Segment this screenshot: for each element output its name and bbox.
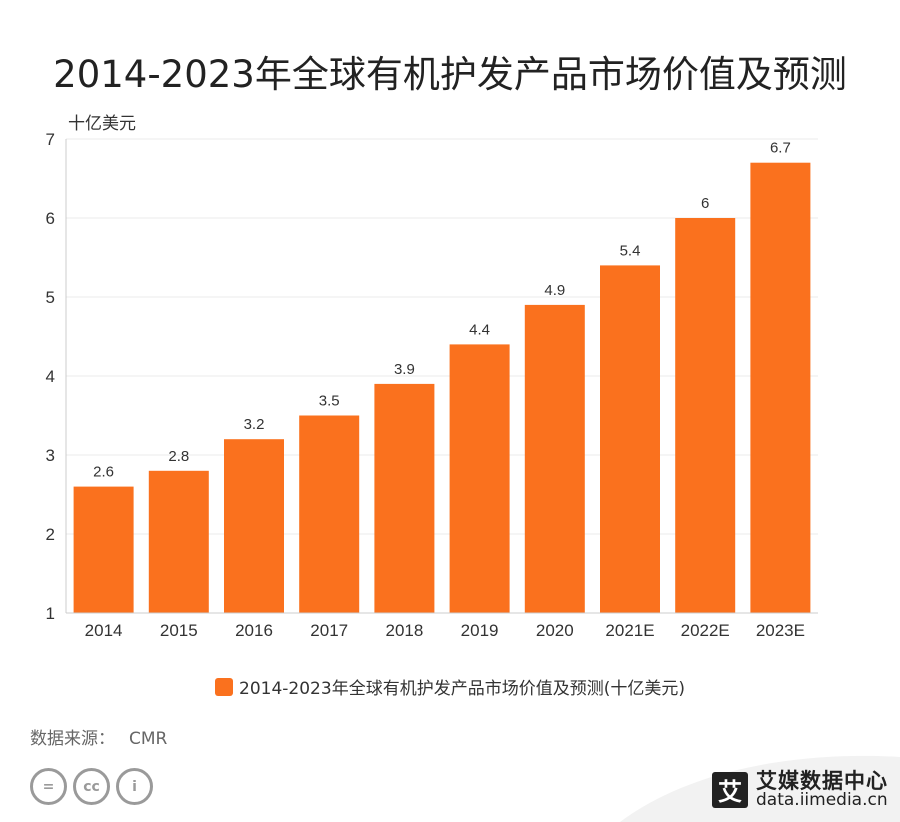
- legend-label: 2014-2023年全球有机护发产品市场价值及预测(十亿美元): [239, 679, 685, 699]
- y-tick-label: 2: [46, 525, 55, 544]
- footer-band-shape: [620, 755, 900, 822]
- bar: [73, 486, 134, 613]
- bar: [299, 415, 360, 613]
- x-tick-label: 2021E: [605, 621, 654, 640]
- x-tick-label: 2017: [310, 621, 348, 640]
- data-label: 3.2: [244, 416, 265, 433]
- bar: [374, 383, 435, 613]
- bar: [750, 162, 811, 613]
- data-label: 2.6: [93, 464, 114, 481]
- data-label: 6.7: [770, 140, 791, 157]
- data-label: 3.9: [394, 361, 415, 378]
- x-axis: 2014 2015 2016 2017 2018 2019 2020 2021E 2022E 20…: [66, 612, 818, 640]
- y-tick-label: 4: [46, 367, 55, 386]
- bar-chart: 2.6 2.8 3.2 3.5 3.9 4.4 4.9 5.4 6 6.7 1 2 3 4 5 6 7 201…: [46, 114, 818, 640]
- x-tick-label: 2022E: [681, 621, 730, 640]
- brand-url: data.iimedia.cn: [756, 790, 888, 811]
- data-label: 5.4: [620, 242, 641, 259]
- bar: [148, 470, 209, 613]
- brand-logo-icon: 艾: [712, 771, 748, 808]
- bars: [73, 162, 811, 613]
- y-tick-label: 3: [46, 446, 55, 465]
- source-value: CMR: [129, 729, 168, 749]
- data-label: 4.9: [544, 282, 565, 299]
- data-label: 6: [701, 195, 709, 212]
- x-tick-label: 2020: [536, 621, 574, 640]
- y-axis-label: 十亿美元: [68, 114, 136, 133]
- person-icon: i: [116, 768, 153, 805]
- x-tick-label: 2019: [461, 621, 499, 640]
- license-icons: = cc i: [30, 768, 153, 805]
- x-tick-label: 2015: [160, 621, 198, 640]
- y-tick-label: 5: [46, 288, 55, 307]
- bar: [449, 344, 510, 613]
- footer-band: [620, 755, 900, 822]
- equals-icon: =: [30, 768, 67, 805]
- data-source: 数据来源： CMR: [30, 724, 167, 749]
- x-tick-label: 2018: [385, 621, 423, 640]
- bar: [675, 218, 736, 613]
- chart-title: 2014-2023年全球有机护发产品市场价值及预测: [53, 53, 847, 96]
- legend: 2014-2023年全球有机护发产品市场价值及预测(十亿美元): [0, 674, 900, 699]
- y-tick-label: 1: [46, 604, 55, 623]
- y-tick-label: 6: [46, 209, 55, 228]
- y-axis: 1 2 3 4 5 6 7: [46, 130, 67, 623]
- x-tick-label: 2023E: [756, 621, 805, 640]
- data-labels: 2.6 2.8 3.2 3.5 3.9 4.4 4.9 5.4 6 6.7: [93, 140, 791, 481]
- bar: [524, 304, 585, 613]
- y-tick-label: 7: [46, 130, 55, 149]
- data-label: 2.8: [168, 448, 189, 465]
- source-label: 数据来源：: [30, 729, 115, 749]
- x-tick-label: 2016: [235, 621, 273, 640]
- legend-swatch: [215, 677, 234, 696]
- brand: 艾 艾媒数据中心 data.iimedia.cn: [712, 770, 888, 810]
- bar: [224, 439, 284, 613]
- brand-name: 艾媒数据中心: [756, 769, 888, 793]
- cc-icon: cc: [73, 768, 110, 805]
- x-tick-label: 2014: [85, 621, 123, 640]
- data-label: 3.5: [319, 393, 340, 410]
- bar: [600, 265, 660, 613]
- data-label: 4.4: [469, 321, 490, 338]
